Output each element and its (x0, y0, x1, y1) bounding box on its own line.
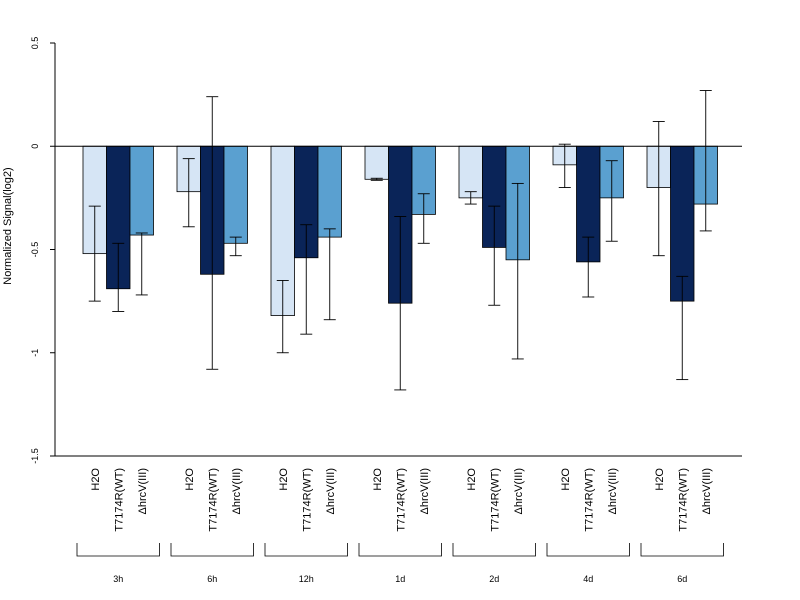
category-label: H2O (278, 468, 290, 491)
category-label: H2O (560, 468, 572, 491)
bar (317, 145, 342, 238)
group-label: 6h (207, 574, 217, 584)
category-label: T7174R(WT) (207, 468, 219, 532)
group-bracket (170, 543, 254, 557)
category-label: ΔhrcV(III) (325, 468, 337, 514)
category-labels: H2O T7174R(WT) ΔhrcV(III) H2O T7174R(WT) Δhrc… (90, 468, 713, 532)
category-label: ΔhrcV(III) (607, 468, 619, 514)
group-bracket (76, 543, 160, 557)
group-brackets: 3h 6h 12h 1d 2d 4d 6d (76, 543, 724, 584)
category-label: H2O (466, 468, 478, 491)
category-label: T7174R(WT) (489, 468, 501, 532)
group-bracket (546, 543, 630, 557)
group-label: 2d (489, 574, 499, 584)
category-label: ΔhrcV(III) (701, 468, 713, 514)
y-tick-label: -1 (30, 349, 40, 357)
group-label: 12h (299, 574, 314, 584)
group-bracket (358, 543, 442, 557)
group-bracket (452, 543, 536, 557)
bars (82, 145, 718, 316)
category-label: ΔhrcV(III) (513, 468, 525, 514)
category-label: H2O (184, 468, 196, 491)
y-tick-label: -1.5 (30, 448, 40, 464)
y-axis: -1.5 -1 -0.5 0 0.5 (30, 37, 742, 464)
error-bars (88, 90, 712, 391)
group-bracket (640, 543, 724, 557)
group-label: 3h (113, 574, 123, 584)
category-label: T7174R(WT) (395, 468, 407, 532)
group-label: 1d (395, 574, 405, 584)
category-label: T7174R(WT) (677, 468, 689, 532)
bar (223, 145, 248, 244)
category-label: H2O (654, 468, 666, 491)
category-label: ΔhrcV(III) (137, 468, 149, 514)
bar (458, 145, 483, 199)
category-label: H2O (90, 468, 102, 491)
category-label: ΔhrcV(III) (231, 468, 243, 514)
group-label: 6d (677, 574, 687, 584)
category-label: T7174R(WT) (113, 468, 125, 532)
group-bracket (264, 543, 348, 557)
category-label: ΔhrcV(III) (419, 468, 431, 514)
category-label: T7174R(WT) (583, 468, 595, 532)
category-label: T7174R(WT) (301, 468, 313, 532)
y-tick-label: 0 (30, 144, 40, 149)
y-axis-title: Normalized Signal(log2) (2, 167, 14, 284)
bar (129, 145, 154, 236)
y-tick-label: 0.5 (30, 37, 40, 50)
category-label: H2O (372, 468, 384, 491)
group-label: 4d (583, 574, 593, 584)
y-tick-label: -0.5 (30, 242, 40, 258)
bar (364, 145, 389, 180)
